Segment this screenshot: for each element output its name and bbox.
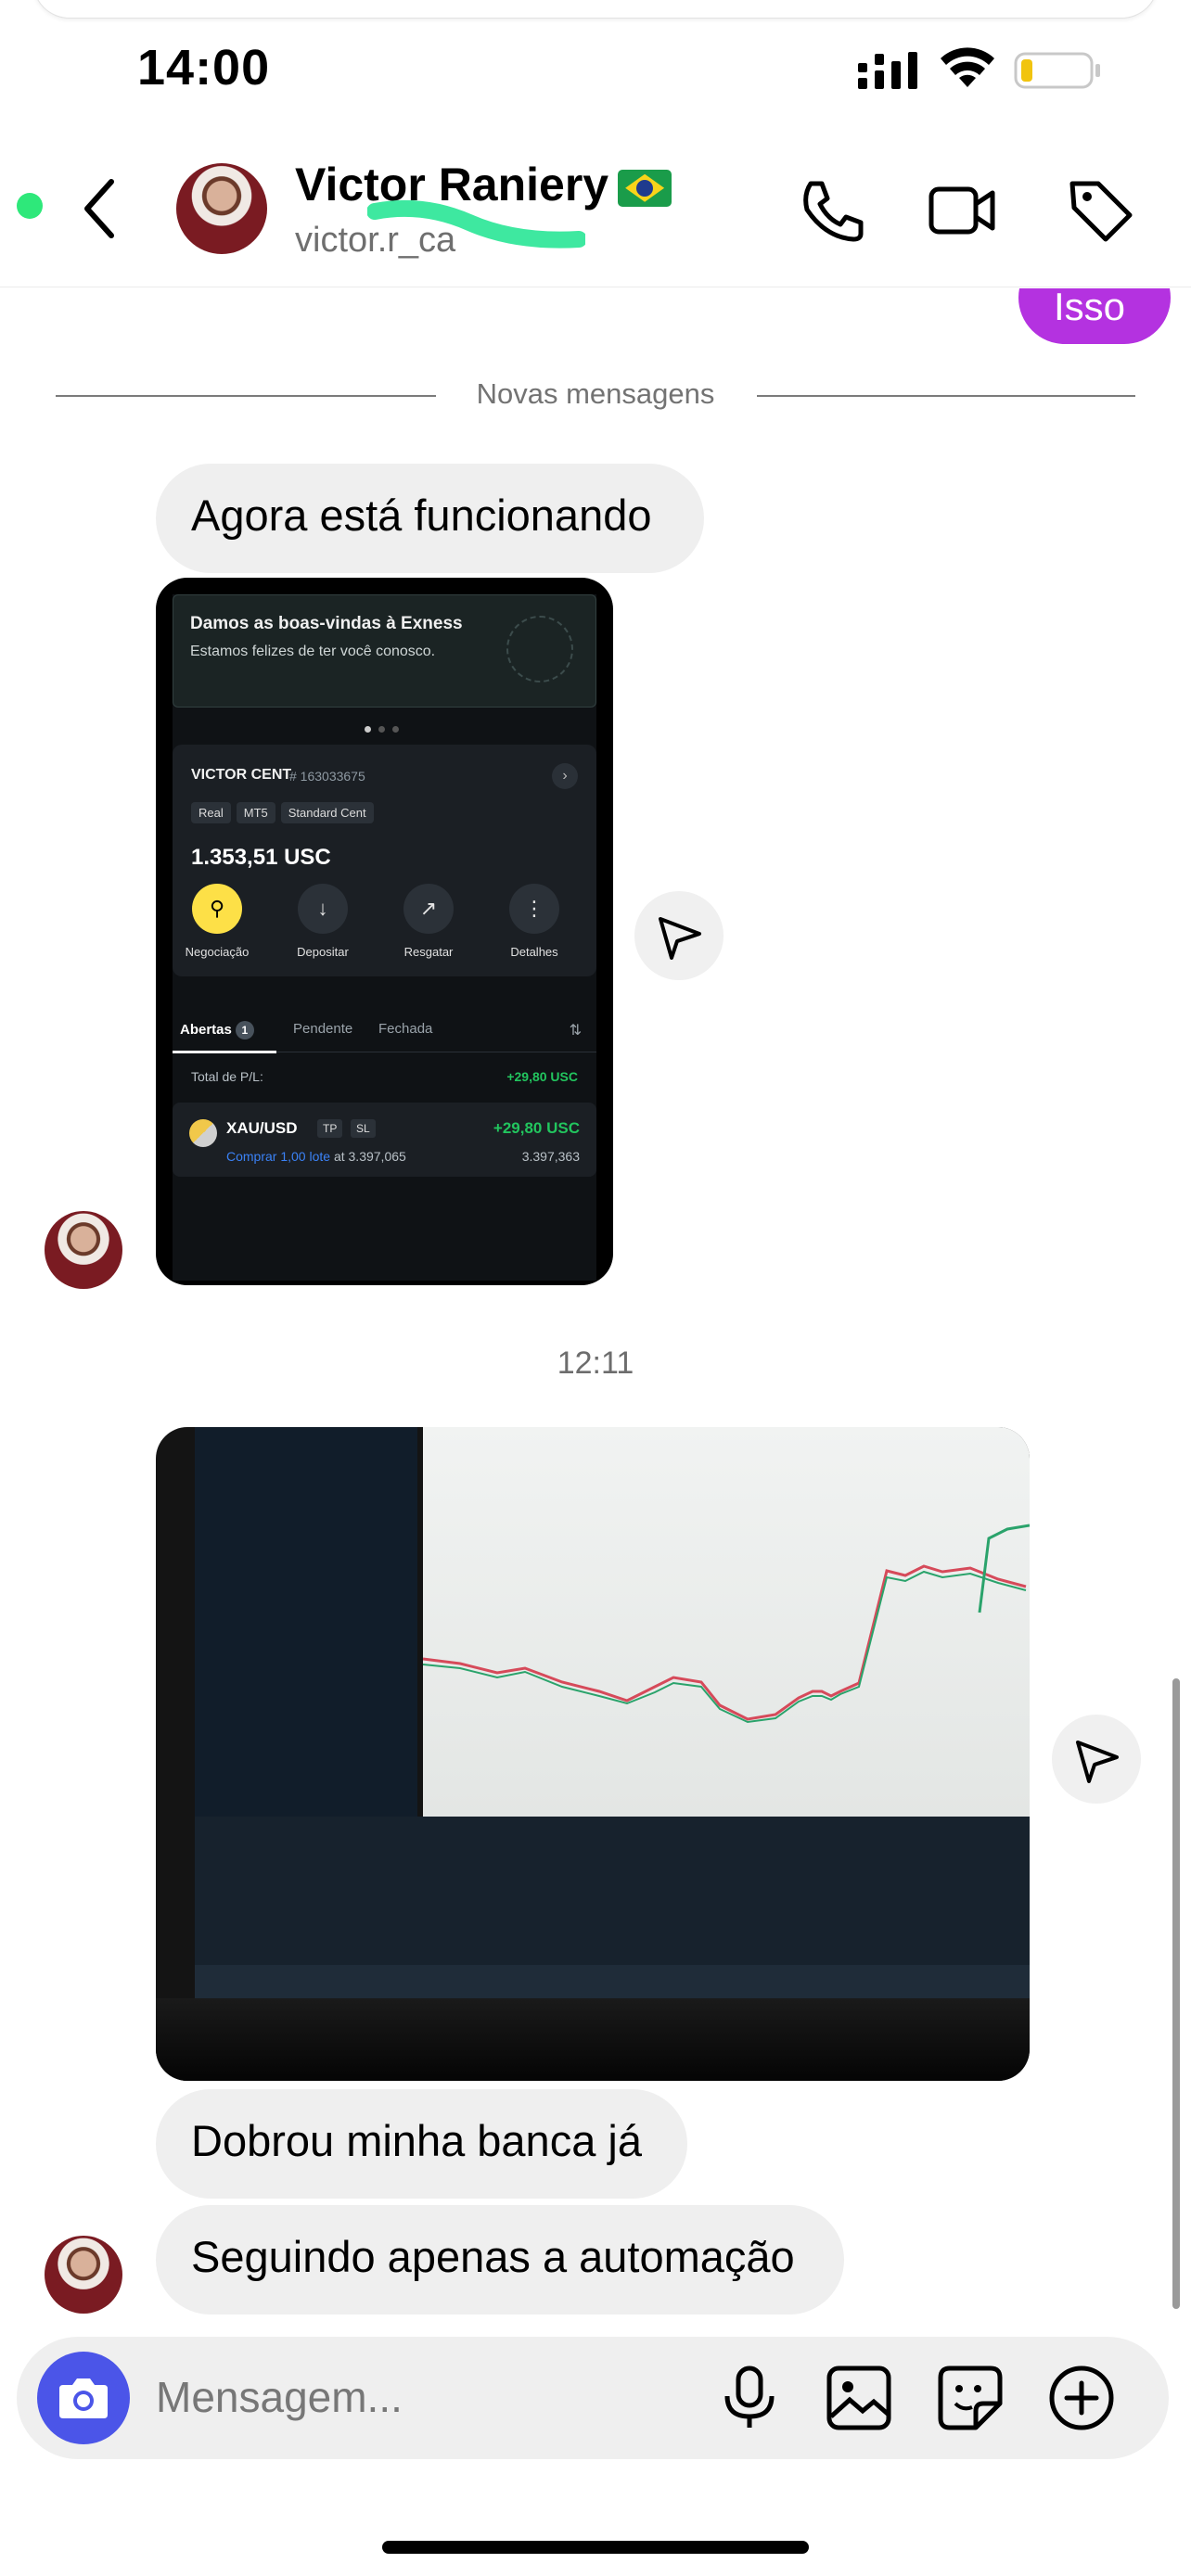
message-input[interactable]: Mensagem... [156,2373,403,2421]
open-trade-row: XAU/USD TP SL +29,80 USC Comprar 1,00 lo… [173,1103,596,1177]
more-vertical-icon: ⋮ [509,884,559,934]
battery-icon [1014,52,1100,89]
camera-icon [59,2378,108,2418]
account-name: VICTOR CENT [191,767,292,783]
candlestick-chart-graphic [423,1524,1030,1724]
tab-closed: Fechada [378,1021,433,1037]
trade-tag: TP [317,1119,343,1138]
positions-tabs: Abertas 1 Pendente Fechada ⇅ [173,1010,596,1053]
arrow-up-right-icon: ↗ [403,884,454,934]
sender-avatar[interactable] [45,2236,122,2314]
trade-history-table [195,1817,1030,1965]
message-composer: Mensagem... [17,2337,1169,2459]
account-tag: Standard Cent [280,802,374,823]
share-button[interactable] [634,891,724,980]
plus-circle-icon[interactable] [1046,2363,1117,2433]
chat-header: Victor Raniery victor.r_ca [0,139,1191,287]
online-status-dot [17,193,43,219]
contact-username[interactable]: victor.r_ca [295,221,456,260]
account-balance: 1.353,51 USC [191,845,331,870]
welcome-illustration-icon [506,616,573,682]
brazil-flag-icon [618,169,672,207]
trade-symbol: XAU/USD [226,1119,298,1137]
sort-icon: ⇅ [569,1023,582,1039]
open-count-badge: 1 [235,1021,254,1039]
tab-underline [173,1051,276,1053]
pl-value: +29,80 USC [506,1069,578,1084]
send-icon [659,917,701,960]
action-withdraw: ↗ Resgatar [382,884,475,959]
account-tag: MT5 [236,802,275,823]
taskbar [195,1965,1030,1998]
home-indicator[interactable] [382,2541,809,2554]
account-tag: Real [191,802,231,823]
status-bar: 14:00 [0,0,1191,139]
trading-computer-photo[interactable] [156,1427,1030,2081]
trade-price: 3.397,363 [521,1149,580,1164]
tag-icon[interactable] [1067,176,1135,245]
status-time: 14:00 [137,40,271,96]
cellular-signal-icon [858,52,917,89]
action-label: Resgatar [403,945,454,959]
divider-line-left [56,395,436,397]
received-message-bubble[interactable]: Agora está funcionando [156,464,704,573]
tab-open: Abertas 1 [180,1021,254,1039]
action-deposit: ↓ Depositar [276,884,369,959]
terminal-navigator-panel [195,1427,417,1881]
gold-usd-icon [189,1119,217,1147]
phone-call-icon[interactable] [798,176,866,245]
welcome-card: Damos as boas-vindas à Exness Estamos fe… [173,594,596,708]
received-message-bubble[interactable]: Seguindo apenas a automação [156,2205,844,2315]
gallery-icon[interactable] [824,2363,894,2433]
trade-lot: Comprar 1,00 lote at 3.397,065 [226,1149,406,1164]
microphone-icon[interactable] [714,2363,785,2433]
welcome-subtitle: Estamos felizes de ter você conosco. [190,644,436,659]
contact-name[interactable]: Victor Raniery [295,158,672,211]
chat-thread[interactable]: Isso Novas mensagens Agora está funciona… [0,288,1191,2324]
video-call-icon[interactable] [928,176,996,245]
sent-message-bubble[interactable]: Isso [1018,288,1171,344]
trade-tag: SL [351,1119,376,1138]
chevron-right-icon: › [552,763,578,789]
sender-avatar[interactable] [45,1211,122,1289]
account-tags: Real MT5 Standard Cent [191,802,379,823]
action-label: Negociação [185,945,250,959]
tab-pending: Pendente [293,1021,353,1037]
redaction-scribble [367,199,585,249]
welcome-title: Damos as boas-vindas à Exness [190,614,463,633]
share-button[interactable] [1052,1715,1141,1804]
scrollbar[interactable] [1172,1678,1180,2309]
wifi-icon [941,47,994,87]
price-chart-area [423,1427,1030,1817]
account-card: VICTOR CENT # 163033675 › Real MT5 Standar… [173,745,596,976]
notification-sheet-edge [32,0,1159,19]
arrow-down-circle-icon: ↓ [298,884,348,934]
monitor-bezel [156,1998,1030,2081]
new-messages-divider: Novas mensagens [476,377,715,410]
candlestick-icon: ⚲ [192,884,242,934]
send-icon [1076,1741,1119,1783]
contact-avatar[interactable] [176,163,267,254]
divider-line-right [757,395,1135,397]
trade-pnl: +29,80 USC [493,1119,580,1137]
back-arrow-icon[interactable] [82,176,119,241]
account-number: # 163033675 [289,769,365,784]
camera-button[interactable] [37,2352,130,2444]
action-label: Depositar [297,945,349,959]
carousel-dots [365,721,420,733]
action-label: Detalhes [510,945,558,959]
pl-label: Total de P/L: [191,1069,263,1084]
exness-app-content: Damos as boas-vindas à Exness Estamos fe… [173,594,596,1281]
sticker-icon[interactable] [935,2363,1005,2433]
exness-screenshot-image[interactable]: Damos as boas-vindas à Exness Estamos fe… [156,578,613,1285]
action-details: ⋮ Detalhes [488,884,581,959]
action-trade: ⚲ Negociação [171,884,263,959]
received-message-bubble[interactable]: Dobrou minha banca já [156,2089,687,2199]
message-timestamp: 12:11 [557,1345,634,1381]
account-actions: ⚲ Negociação ↓ Depositar ↗ Resgatar ⋮ Detalh… [173,884,596,972]
